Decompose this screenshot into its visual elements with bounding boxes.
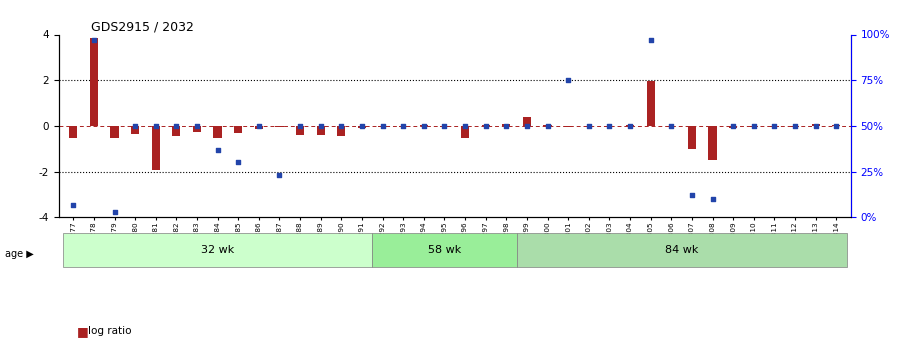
- Point: [519, 123, 534, 129]
- Bar: [791, 126, 799, 127]
- Text: age ▶: age ▶: [5, 249, 33, 258]
- Text: 84 wk: 84 wk: [665, 245, 699, 255]
- Point: [128, 123, 142, 129]
- Point: [293, 123, 308, 129]
- Point: [252, 123, 266, 129]
- Point: [747, 123, 761, 129]
- Point: [458, 123, 472, 129]
- Point: [169, 123, 184, 129]
- Bar: [193, 126, 201, 132]
- Bar: [234, 126, 243, 133]
- Point: [561, 77, 576, 83]
- Bar: [110, 126, 119, 138]
- Point: [829, 123, 843, 129]
- Bar: [812, 124, 820, 126]
- Point: [355, 123, 369, 129]
- Point: [272, 172, 287, 178]
- Point: [231, 160, 245, 165]
- Bar: [90, 38, 98, 126]
- Point: [726, 123, 740, 129]
- Bar: [626, 125, 634, 126]
- Point: [190, 123, 205, 129]
- Bar: [378, 126, 386, 127]
- Point: [108, 209, 122, 215]
- Point: [582, 123, 596, 129]
- Point: [376, 123, 390, 129]
- FancyBboxPatch shape: [517, 233, 846, 267]
- Bar: [502, 124, 510, 126]
- Point: [705, 196, 719, 202]
- Bar: [667, 126, 675, 127]
- Point: [664, 123, 679, 129]
- Bar: [275, 126, 283, 127]
- Point: [623, 123, 637, 129]
- Text: GDS2915 / 2032: GDS2915 / 2032: [90, 20, 194, 33]
- Bar: [131, 126, 139, 134]
- Text: log ratio: log ratio: [88, 326, 131, 336]
- Bar: [399, 126, 407, 127]
- FancyBboxPatch shape: [63, 233, 372, 267]
- Point: [479, 123, 493, 129]
- Point: [148, 123, 163, 129]
- Bar: [254, 126, 263, 129]
- Point: [396, 123, 411, 129]
- Bar: [709, 126, 717, 160]
- Text: 58 wk: 58 wk: [428, 245, 461, 255]
- Point: [787, 123, 802, 129]
- Point: [334, 123, 348, 129]
- Bar: [481, 125, 490, 126]
- Bar: [420, 125, 428, 126]
- Bar: [69, 126, 78, 138]
- Point: [437, 123, 452, 129]
- Bar: [523, 117, 531, 126]
- Point: [87, 37, 101, 43]
- Bar: [214, 126, 222, 138]
- Bar: [338, 126, 346, 136]
- Point: [66, 202, 81, 207]
- Point: [685, 193, 700, 198]
- Bar: [461, 126, 469, 138]
- Text: ■: ■: [77, 325, 89, 338]
- Text: 32 wk: 32 wk: [201, 245, 234, 255]
- Bar: [585, 126, 593, 127]
- Point: [540, 123, 555, 129]
- Bar: [770, 126, 778, 127]
- Point: [643, 37, 658, 43]
- Bar: [357, 126, 367, 128]
- Bar: [172, 126, 180, 136]
- Point: [313, 123, 328, 129]
- Point: [210, 147, 224, 152]
- Bar: [543, 125, 552, 126]
- Bar: [296, 126, 304, 135]
- Bar: [317, 126, 325, 135]
- Point: [416, 123, 431, 129]
- Bar: [152, 126, 160, 170]
- Bar: [729, 126, 738, 128]
- Point: [808, 123, 823, 129]
- Bar: [688, 126, 696, 149]
- Bar: [564, 126, 572, 127]
- Point: [602, 123, 616, 129]
- Point: [767, 123, 782, 129]
- Bar: [749, 126, 757, 127]
- Bar: [646, 81, 655, 126]
- Point: [499, 123, 513, 129]
- Bar: [832, 125, 841, 126]
- Bar: [605, 126, 614, 127]
- FancyBboxPatch shape: [372, 233, 517, 267]
- Bar: [441, 126, 449, 127]
